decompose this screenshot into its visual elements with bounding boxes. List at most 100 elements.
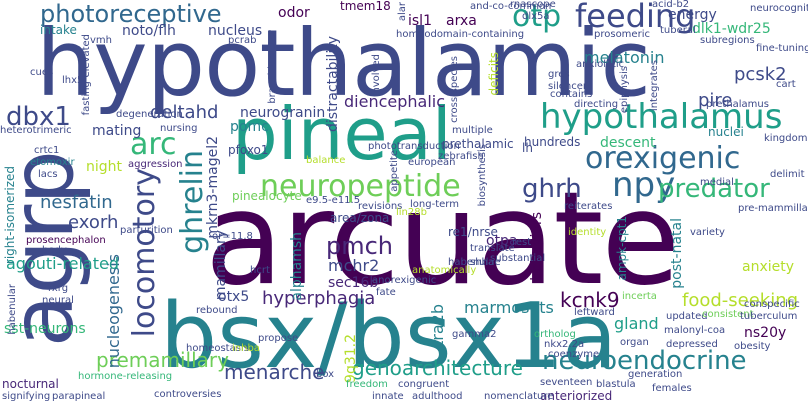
word-anorexigenic: anorexigenic [372, 275, 437, 286]
word-rebound: rebound [196, 305, 238, 316]
word-agouti-related: agouti-related [6, 254, 119, 273]
word-lh: lh [522, 141, 533, 155]
word-shha: shha [470, 257, 495, 268]
word-reiterates: reiterates [564, 201, 613, 212]
word-depressed: depressed [666, 339, 718, 350]
word-isl1: isl1 [408, 13, 432, 29]
word-right-isomerized: right-isomerized [3, 166, 17, 265]
word-gamma2: gamma2 [452, 329, 497, 340]
word-consistent: consistent [702, 309, 754, 320]
word-aggression: aggression [128, 159, 183, 170]
word-otpa: otpa [486, 233, 518, 249]
word-distractability: distractability [325, 36, 341, 132]
word-obesity: obesity [734, 341, 771, 352]
word-otp: otp [512, 0, 562, 34]
word-long-term: long-term [410, 199, 459, 210]
word-pineal: pineal [232, 92, 452, 176]
word-revisions: revisions [358, 201, 403, 212]
word-silencer: silencer [548, 81, 588, 92]
word-biosynthesis: biosynthesis [477, 144, 488, 207]
word-pmch: pmch [326, 232, 394, 260]
word-contains: contains [550, 89, 593, 100]
word-fate: fate [376, 287, 396, 298]
word-homeodomain-containing: homeodomain-containing [396, 29, 525, 40]
word-degeneration: degeneration [116, 109, 183, 120]
word-prosencephalon: prosencephalon [26, 235, 106, 246]
word-habenular: habenular [7, 284, 18, 335]
word-deltahd: deltahd [150, 102, 219, 123]
word-propose: propose [258, 333, 299, 344]
word-dbx1: dbx1 [6, 102, 71, 132]
word-sec16b: sec16b [328, 275, 379, 291]
word-rest: rest [512, 237, 532, 248]
word-mkrn3-magel2: mkrn3-magel2 [205, 136, 221, 239]
word-freedom: freedom [346, 379, 388, 390]
word-hundreds: hundreds [524, 135, 581, 149]
word-seventeen: seventeen [540, 377, 593, 388]
word-e9-5-e11-5: e9.5-e11.5 [306, 195, 361, 206]
word-gland: gland [614, 314, 659, 333]
word-signifying: signifying [2, 391, 51, 402]
word-or-11-8: or=11.8 [212, 231, 253, 242]
word-nucleus: nucleus [208, 23, 263, 39]
word-kcnk9: kcnk9 [560, 288, 620, 312]
word-exorh: exorh [68, 212, 119, 233]
word-otx5: otx5 [218, 289, 250, 305]
word-multiple: multiple [452, 125, 493, 136]
word-arc: arc [130, 127, 177, 162]
word-blastula: blastula [596, 379, 636, 390]
word-lacs: lacs [38, 169, 58, 180]
word-and-co-common: and-co-common [470, 1, 552, 12]
word-anatomically: anatomically [412, 265, 477, 276]
word-box: box [316, 369, 335, 380]
word-tra2b: tra2b [428, 304, 447, 347]
word-orexigenic: orexigenic [585, 141, 741, 176]
word-cart: cart [776, 79, 796, 90]
word-habenulae: habenulae [448, 257, 501, 268]
word-dlx5a: dlx5a [522, 11, 550, 22]
word-subregions: subregions [700, 35, 755, 46]
word-alar: alar [397, 2, 408, 22]
word-pcsk2: pcsk2 [734, 64, 787, 85]
word-adulthood: adulthood [412, 391, 463, 402]
word-branchiomotor: branchiomotor [267, 30, 278, 104]
word-cross-species: cross-species [449, 56, 460, 123]
word-neural: neural [42, 295, 74, 306]
word-odor: odor [278, 5, 310, 21]
word-ns20y: ns20y [744, 325, 787, 341]
word-directing: directing [574, 99, 619, 110]
word-night: night [86, 159, 123, 175]
word-nesfatin: nesfatin [40, 192, 113, 213]
word-epiphysis: epiphysis [619, 66, 630, 114]
word-hyperphagia: hyperphagia [262, 288, 376, 309]
word-identity: identity [568, 227, 607, 238]
word-etomoxir: etomoxir [30, 157, 75, 168]
word-incerta: incerta [622, 291, 657, 302]
word-sst-neurons: sst-neurons [4, 321, 86, 337]
word-neuropeptide: neuropeptide [260, 169, 461, 204]
word-substantial: substantial [490, 253, 546, 264]
word-fine-tuning: fine-tuning [756, 43, 808, 54]
word-tuberculum: tuberculum [740, 311, 798, 322]
word-menarche: menarche [224, 360, 325, 384]
word-integrates: integrates [649, 60, 660, 112]
word-inhba: inhba [232, 343, 260, 354]
word-innate: innate [372, 391, 404, 402]
word-anxiolytic: anxiolytic [576, 59, 625, 70]
word-energy: energy [668, 7, 717, 23]
word-anteriorized: anteriorized [540, 389, 613, 403]
word-conspecific: conspecific [744, 299, 800, 310]
word-noto-flh: noto/flh [122, 23, 176, 39]
word-alphamsh: alphamsh [289, 232, 305, 301]
word-re1-nrse: re1/nrse [448, 225, 498, 239]
word-pre-mammillary: pre-mammillary [738, 203, 808, 214]
word-ampk-cpt1: ampk-cpt1 [615, 216, 629, 281]
word-melatonin: melatonin [584, 48, 665, 67]
word-involved: involved [371, 54, 382, 97]
word-heterotrimeric: heterotrimeric [0, 125, 72, 136]
word-lin28b: lin28b [396, 207, 427, 218]
word-prethalamus: prethalamus [706, 99, 769, 110]
word-arcuate: arcuate [205, 165, 680, 314]
word-congruent: congruent [398, 379, 450, 390]
